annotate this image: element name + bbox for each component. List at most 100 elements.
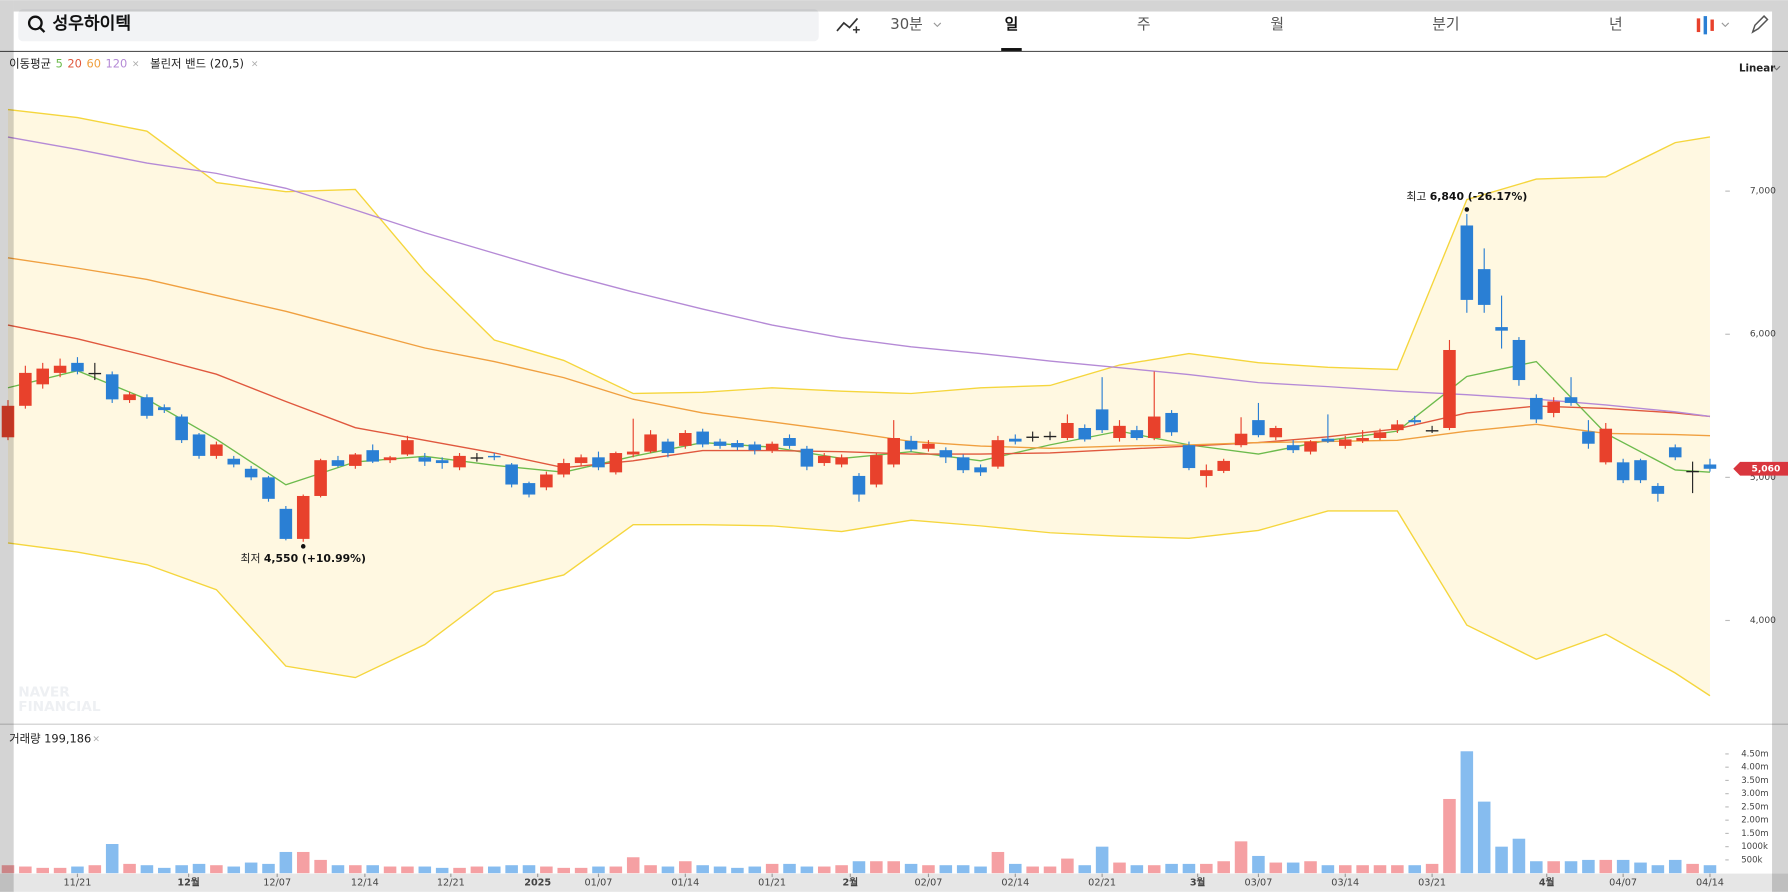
candle-body xyxy=(296,495,310,539)
interval-tab[interactable]: 월 xyxy=(1270,16,1284,33)
search-box[interactable] xyxy=(18,9,819,42)
volume-bar xyxy=(783,863,796,874)
extreme-prefix: 최저 xyxy=(241,552,261,565)
interval-tab[interactable]: 년 xyxy=(1609,16,1623,33)
candle-body xyxy=(1252,420,1265,436)
legend-entry: 120 xyxy=(106,56,128,70)
scale-toggle[interactable]: Linear xyxy=(1739,63,1776,75)
candle-body xyxy=(1,405,15,438)
volume-bar xyxy=(1425,863,1439,874)
volume-bar xyxy=(227,866,241,874)
band-lower xyxy=(7,510,1711,697)
candle-body xyxy=(401,440,414,455)
legend-entry: 5 xyxy=(56,56,63,70)
candle-body xyxy=(644,434,657,452)
volume-bar xyxy=(1043,866,1057,874)
y-tick-label: 1000k xyxy=(1741,842,1768,852)
candle-body xyxy=(1512,339,1526,381)
volume-bar xyxy=(1703,865,1717,874)
volume-bar xyxy=(158,867,171,874)
close-icon[interactable]: × xyxy=(251,59,259,69)
candle-body xyxy=(1304,441,1317,452)
interval-tab[interactable]: 분기 xyxy=(1432,16,1459,33)
candle-body xyxy=(1477,269,1491,305)
y-tick-label: 5,000 xyxy=(1750,473,1776,483)
volume-bar xyxy=(956,865,970,874)
candle-body xyxy=(1651,485,1665,494)
volume-bar xyxy=(887,861,900,874)
candle-body xyxy=(383,457,397,461)
candle-body xyxy=(227,458,241,465)
candle-body xyxy=(1217,460,1230,471)
candle-body xyxy=(418,457,432,462)
y-tick-label: 1.50m xyxy=(1741,829,1768,839)
candle-body xyxy=(661,441,675,454)
y-tick-label: 4,000 xyxy=(1750,616,1776,626)
volume-bar xyxy=(609,866,623,874)
candle-body xyxy=(800,448,814,467)
close-icon[interactable]: × xyxy=(132,59,140,69)
y-tick-label: 7,000 xyxy=(1750,187,1776,197)
candle-body xyxy=(696,431,709,445)
volume-bar xyxy=(1356,865,1369,874)
x-tick-label: 03/21 xyxy=(1418,878,1446,889)
indicator-icon[interactable] xyxy=(836,17,859,32)
volume-bar xyxy=(71,866,84,874)
candle-body xyxy=(991,440,1005,467)
candle-body xyxy=(731,443,744,448)
volume-bar xyxy=(1495,846,1508,874)
candle-body xyxy=(1686,470,1699,473)
volume-bar xyxy=(296,851,310,874)
candle-body xyxy=(1425,430,1439,432)
candle-body xyxy=(140,397,154,416)
volume-bar xyxy=(835,865,848,874)
volume-bar xyxy=(1130,865,1144,874)
interval-tab[interactable]: 주 xyxy=(1137,16,1151,33)
volume-bar xyxy=(1530,861,1543,874)
volume-bar xyxy=(1391,865,1404,874)
volume-bar xyxy=(1460,751,1474,874)
candle-body xyxy=(956,457,970,471)
volume-bar xyxy=(1165,863,1178,874)
candle-body xyxy=(1668,447,1682,458)
volume-bar xyxy=(1668,859,1682,874)
candle-body xyxy=(53,365,67,373)
candle-body xyxy=(88,372,102,375)
candle-body xyxy=(487,455,501,458)
candle-body xyxy=(1321,438,1335,442)
candle-body xyxy=(1408,420,1422,423)
candle-body xyxy=(817,455,831,464)
candle-body xyxy=(870,455,883,485)
candle-body xyxy=(470,457,484,459)
volume-bar xyxy=(279,851,293,874)
candle-body xyxy=(1043,435,1057,438)
axes-layer: 4,000 5,000 6,000 7,000 500k 1000k 1.50m 2.00m 2… xyxy=(1725,187,1776,865)
candle-body xyxy=(1165,412,1178,433)
edit-icon[interactable] xyxy=(1751,15,1769,34)
volume-bar xyxy=(1564,861,1578,874)
close-icon[interactable]: × xyxy=(92,735,100,745)
candle-body xyxy=(626,451,640,455)
volume-bar xyxy=(453,867,466,874)
candle-body xyxy=(314,460,327,496)
candle-body xyxy=(1356,438,1369,441)
extreme-dot xyxy=(300,544,306,549)
search-text[interactable]: 성우하이텍 xyxy=(52,14,131,34)
candle-body xyxy=(279,508,293,539)
volume-bar xyxy=(175,865,188,874)
volume-bar xyxy=(870,861,883,874)
interval-tab[interactable]: 30분 xyxy=(890,16,922,33)
volume-bar xyxy=(713,866,727,874)
candle-body xyxy=(505,464,518,485)
candle-body xyxy=(1443,349,1456,428)
volume-bar xyxy=(540,866,553,874)
interval-tab[interactable]: 일 xyxy=(1005,16,1019,33)
volume-bar xyxy=(1182,863,1196,874)
chart-type-icon[interactable] xyxy=(1696,18,1701,33)
volume-bar xyxy=(1304,861,1317,874)
x-tick-label: 2025 xyxy=(524,878,551,889)
volume-bar xyxy=(644,865,657,874)
x-tick-label: 2월 xyxy=(842,877,858,889)
candle-body xyxy=(783,438,796,446)
volume-bar xyxy=(1113,862,1126,874)
